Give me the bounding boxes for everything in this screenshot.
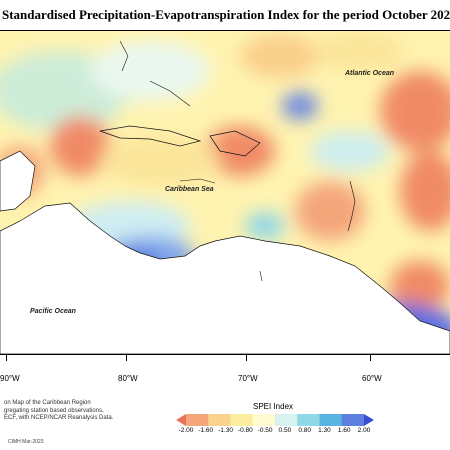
map-description: on Map of the Caribbean Region gregating… bbox=[4, 400, 144, 423]
legend-tick-label: -2.00 bbox=[178, 427, 194, 434]
legend-labels: -2.00 -1.60 -1.30 -0.80 -0.50 0.50 0.80 1.30 1.6… bbox=[175, 427, 375, 437]
spei-field bbox=[0, 31, 450, 354]
tick-70w bbox=[246, 355, 247, 361]
legend-tick-label: -0.50 bbox=[257, 427, 273, 434]
tick-60w bbox=[370, 355, 371, 361]
legend-tick-label: -1.60 bbox=[198, 427, 214, 434]
description-line-1: on Map of the Caribbean Region bbox=[4, 400, 91, 406]
tick-90w bbox=[6, 355, 7, 361]
map-title: Standardised Precipitation-Evapotranspir… bbox=[2, 7, 450, 22]
legend-swatch bbox=[186, 414, 209, 426]
legend-tick-label: 2.00 bbox=[357, 427, 371, 434]
map-canvas: Atlantic Ocean Caribbean Sea Pacific Oce… bbox=[0, 31, 450, 354]
legend-title: SPEI Index bbox=[253, 402, 294, 411]
legend-tick-label: 0.80 bbox=[298, 427, 311, 434]
spei-map: Atlantic Ocean Caribbean Sea Pacific Oce… bbox=[0, 30, 450, 355]
legend-colorbar bbox=[176, 414, 374, 426]
tick-label-60w: 60°W bbox=[362, 374, 382, 383]
legend-tick-label: -0.80 bbox=[237, 427, 253, 434]
legend-swatch bbox=[319, 414, 343, 426]
legend-tick-label: 1.60 bbox=[337, 427, 351, 434]
legend-swatch bbox=[208, 414, 231, 426]
legend-swatch bbox=[275, 414, 298, 426]
legend-swatch-low-arrow bbox=[176, 414, 186, 426]
legend-swatch-high-arrow bbox=[364, 414, 374, 426]
land-masses bbox=[0, 125, 450, 354]
legend-tick-label: 1.30 bbox=[318, 427, 331, 434]
legend-swatch bbox=[230, 414, 254, 426]
description-line-3: ECF, with NCEP/NCAR Reanalysis Data. bbox=[4, 415, 114, 421]
legend-tick-label: -1.30 bbox=[218, 427, 233, 434]
tick-label-70w: 70°W bbox=[238, 374, 258, 383]
description-line-2: gregating station based observations, bbox=[4, 407, 104, 414]
caribbean-sea-label: Caribbean Sea bbox=[165, 186, 214, 193]
tick-label-80w: 80°W bbox=[118, 374, 138, 383]
coastlines bbox=[119, 40, 356, 282]
tick-label-90w: 90°W bbox=[0, 374, 20, 383]
legend-swatch bbox=[252, 414, 276, 426]
pacific-ocean-label: Pacific Ocean bbox=[30, 308, 76, 315]
atlantic-ocean-label: Atlantic Ocean bbox=[344, 70, 394, 77]
legend-tick-label: 0.50 bbox=[278, 427, 292, 434]
credit-text: CIMH Mar-2023 bbox=[8, 439, 44, 445]
legend-swatch bbox=[297, 414, 320, 426]
legend-swatch bbox=[341, 414, 365, 426]
tick-80w bbox=[126, 355, 127, 361]
